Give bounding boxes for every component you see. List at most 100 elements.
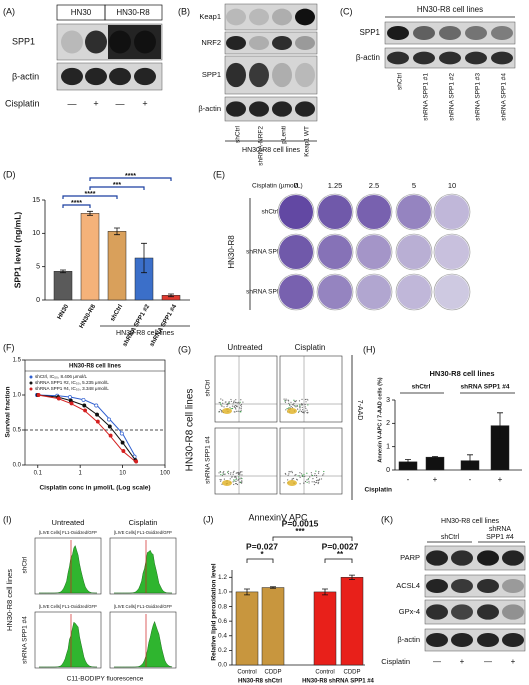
flow-event	[233, 483, 235, 486]
flow-event	[235, 410, 238, 412]
label: —	[68, 98, 77, 108]
point	[68, 395, 72, 400]
flow-event	[317, 472, 320, 474]
blot-band	[249, 8, 269, 26]
flow-event	[241, 481, 243, 483]
point	[95, 419, 100, 424]
x-tick-label: HN30-R8	[78, 303, 97, 330]
x-tick-label: -	[407, 475, 410, 484]
flow-event	[231, 475, 233, 478]
blot-band	[61, 30, 83, 54]
flow-event	[318, 479, 320, 481]
flow-event	[306, 472, 308, 474]
flow-event	[298, 400, 301, 402]
flow-event	[315, 479, 318, 482]
label: NRF2	[201, 38, 221, 47]
flow-event	[303, 473, 305, 476]
dish	[355, 273, 393, 311]
flow-event	[304, 406, 306, 408]
error-bar	[60, 269, 66, 274]
y-tick-label: 10	[32, 230, 40, 237]
dish	[395, 273, 433, 311]
flow-event	[308, 482, 310, 484]
flow-event	[233, 401, 235, 403]
flow-event	[299, 483, 301, 485]
flow-event	[240, 477, 242, 479]
flow-event	[219, 471, 222, 473]
flow-event	[232, 481, 234, 483]
flow-event	[239, 474, 241, 476]
blot-band	[491, 51, 513, 65]
flow-event	[314, 472, 316, 475]
flow-event	[283, 398, 285, 400]
flow-event	[294, 400, 296, 402]
flow-event	[240, 403, 243, 406]
flow-density	[287, 480, 297, 486]
blot-band	[477, 550, 499, 566]
point	[121, 449, 126, 453]
blot-band	[226, 35, 246, 51]
blot	[424, 628, 526, 652]
flow-event	[311, 474, 314, 477]
flow-event	[315, 474, 318, 477]
flow-event	[299, 404, 301, 406]
blot-band	[108, 25, 161, 59]
point	[107, 424, 112, 429]
label: AnnexinV APC	[248, 512, 308, 522]
label: shCtrl	[441, 534, 460, 541]
flow-event	[295, 473, 297, 476]
flow-event	[224, 473, 226, 475]
dish-stain	[318, 275, 352, 309]
flow-event	[317, 482, 319, 485]
flow-event	[222, 472, 224, 474]
label: ****	[125, 173, 136, 180]
dish-stain	[357, 275, 391, 309]
bar	[53, 271, 73, 301]
error-bar	[168, 293, 174, 298]
flow-event	[303, 412, 305, 414]
flow-event	[237, 473, 240, 475]
label: HN30-R8 cell lines	[185, 389, 196, 472]
point	[36, 393, 41, 397]
label: HN30-R8	[227, 235, 236, 269]
flow-event	[233, 411, 235, 413]
flow-event	[218, 411, 221, 413]
flow-event	[240, 406, 243, 408]
flow-event	[299, 472, 301, 474]
dish	[433, 193, 471, 231]
label: (B)	[178, 6, 190, 16]
label: (I)	[3, 514, 12, 524]
flow-event	[218, 401, 220, 404]
flow-event	[313, 483, 316, 486]
dish	[433, 233, 471, 271]
dish-stain	[279, 275, 313, 309]
blot-band	[451, 632, 473, 648]
flow-event	[289, 471, 291, 473]
x-tick-label: +	[433, 475, 438, 484]
blot-band	[272, 8, 292, 26]
flow-event	[236, 405, 238, 407]
flow-event	[223, 478, 225, 480]
flow-event	[240, 404, 242, 407]
flow-event	[300, 473, 303, 475]
x-tick-label: 10	[119, 471, 126, 477]
label: C11-BODIPY fluorescence	[67, 676, 144, 683]
label: Cisplatin	[295, 343, 326, 352]
blot-band	[413, 51, 435, 65]
label: SPP1	[202, 70, 221, 79]
label: shRNA SPP1 #2	[246, 249, 294, 256]
flow-event	[233, 470, 235, 472]
legend-marker	[29, 375, 33, 379]
flow-event	[302, 475, 304, 477]
flow-event	[229, 478, 231, 480]
point	[108, 433, 113, 438]
flow-event	[312, 478, 314, 480]
dish-stain	[397, 275, 431, 309]
blot-band	[502, 550, 524, 566]
flow-event	[230, 472, 232, 474]
error-bar	[432, 456, 438, 459]
blot-band	[477, 632, 499, 648]
flow-event	[230, 398, 232, 401]
label: β-actin	[356, 53, 380, 62]
flow-event	[319, 478, 321, 480]
